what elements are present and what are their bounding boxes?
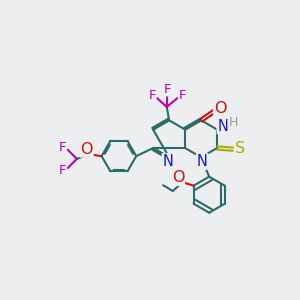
Text: H: H bbox=[229, 116, 238, 129]
Text: F: F bbox=[59, 141, 66, 154]
Text: N: N bbox=[218, 118, 228, 134]
Text: F: F bbox=[164, 82, 172, 96]
Text: O: O bbox=[172, 170, 184, 185]
Text: O: O bbox=[214, 101, 226, 116]
Text: F: F bbox=[179, 89, 186, 102]
Text: F: F bbox=[148, 89, 156, 102]
Text: O: O bbox=[80, 142, 93, 157]
Text: F: F bbox=[59, 164, 66, 177]
Text: S: S bbox=[235, 141, 245, 156]
Text: N: N bbox=[163, 154, 173, 169]
Text: N: N bbox=[197, 154, 208, 169]
